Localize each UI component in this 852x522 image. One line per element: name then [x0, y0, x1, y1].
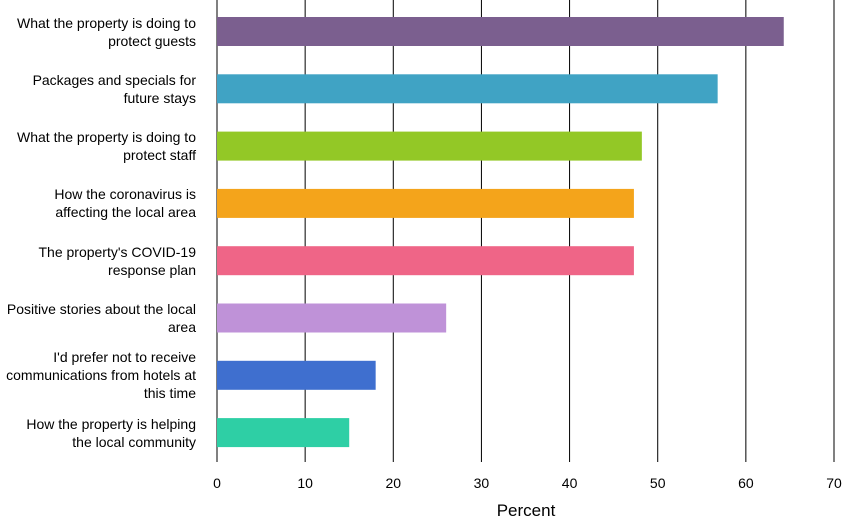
grid-lines — [216, 0, 835, 462]
category-label: What the property is doing to protect gu… — [17, 14, 196, 49]
category-label: I'd prefer not to receive communications… — [6, 349, 196, 402]
bar — [217, 188, 634, 218]
bar — [217, 131, 642, 161]
bar — [217, 303, 447, 333]
bar — [217, 360, 376, 390]
category-label: How the coronavirus is affecting the loc… — [54, 186, 196, 221]
bar — [217, 17, 784, 46]
category-label: Positive stories about the local area — [6, 301, 196, 335]
x-tick-labels: 0 10 20 30 40 50 60 70 — [213, 475, 842, 491]
x-tick-label: 30 — [474, 475, 490, 491]
x-tick-label: 20 — [385, 475, 401, 491]
x-tick-label: 0 — [213, 475, 221, 491]
category-label: Packages and specials for future stays — [32, 71, 196, 106]
category-label: The property's COVID-19 response plan — [38, 243, 196, 278]
x-tick-label: 50 — [650, 475, 666, 491]
bars — [217, 17, 784, 448]
x-tick-label: 10 — [297, 475, 313, 491]
bar — [217, 246, 634, 276]
category-label: What the property is doing to protect st… — [17, 129, 196, 164]
category-label: How the property is helping the local co… — [26, 415, 196, 450]
x-tick-label: 60 — [738, 475, 754, 491]
x-tick-label: 40 — [562, 475, 578, 491]
bar — [217, 418, 350, 448]
bar — [217, 74, 718, 104]
x-tick-label: 70 — [826, 475, 842, 491]
x-axis-title: Percent — [497, 501, 556, 520]
